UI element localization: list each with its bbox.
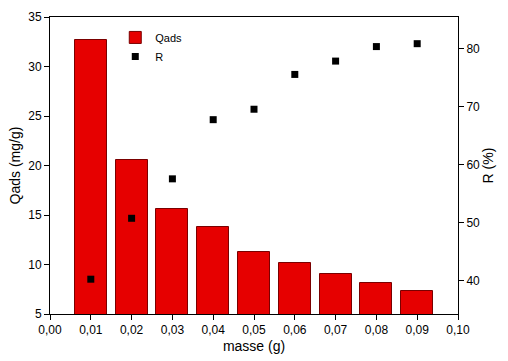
svg-text:0,00: 0,00 [38,323,62,337]
svg-text:0,10: 0,10 [446,323,470,337]
svg-text:20: 20 [28,159,42,173]
svg-text:80: 80 [466,42,480,56]
svg-text:35: 35 [28,10,42,24]
svg-text:5: 5 [35,307,42,321]
svg-text:0,07: 0,07 [324,323,348,337]
svg-text:40: 40 [466,274,480,288]
svg-text:0,05: 0,05 [242,323,266,337]
svg-text:masse (g): masse (g) [223,338,285,354]
svg-text:0,04: 0,04 [202,323,226,337]
svg-text:25: 25 [28,109,42,123]
svg-text:30: 30 [28,60,42,74]
svg-text:15: 15 [28,208,42,222]
svg-text:Qads (mg/g): Qads (mg/g) [7,127,23,205]
svg-text:R (%): R (%) [480,148,496,184]
svg-text:0,09: 0,09 [406,323,430,337]
svg-text:10: 10 [28,258,42,272]
svg-text:0,02: 0,02 [120,323,144,337]
svg-text:0,08: 0,08 [365,323,389,337]
svg-text:0,06: 0,06 [283,323,307,337]
svg-text:0,01: 0,01 [79,323,103,337]
svg-text:60: 60 [466,158,480,172]
svg-text:R: R [155,51,163,63]
svg-text:70: 70 [466,100,480,114]
svg-text:Qads: Qads [155,32,182,44]
svg-text:0,03: 0,03 [161,323,185,337]
svg-text:50: 50 [466,216,480,230]
